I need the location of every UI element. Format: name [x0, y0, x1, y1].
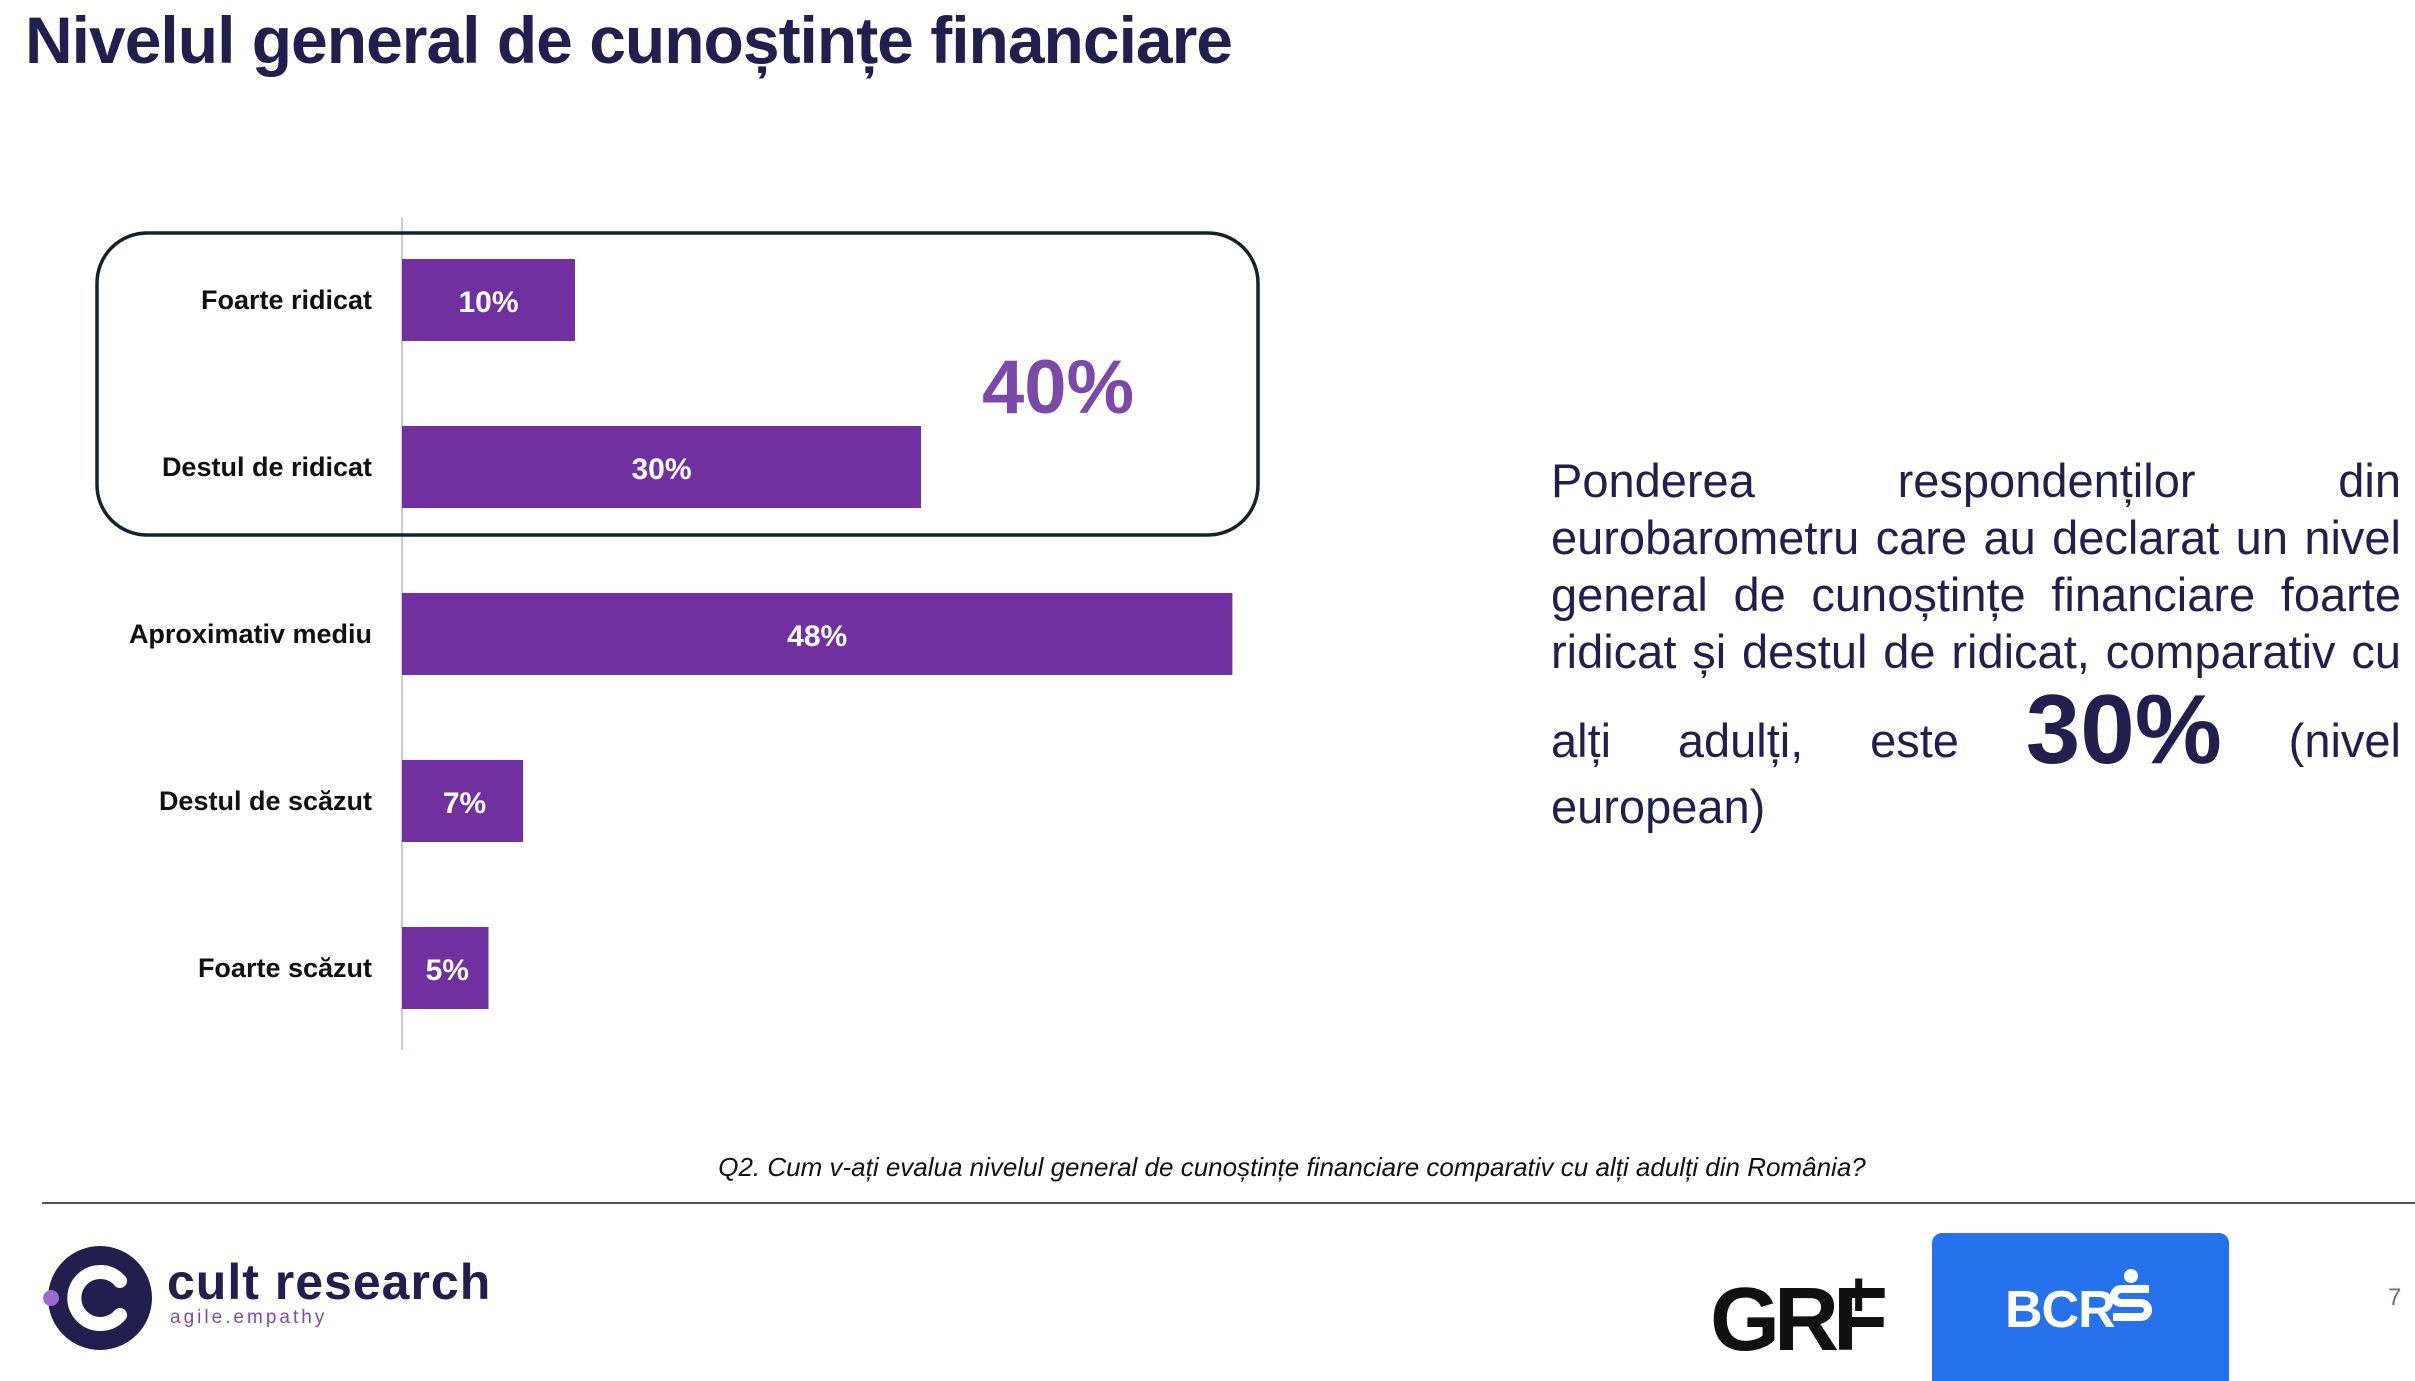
category-label: Aproximativ mediu — [129, 619, 372, 649]
category-label: Foarte ridicat — [201, 285, 372, 315]
cult-research-logo-icon — [43, 1246, 152, 1350]
category-label: Destul de ridicat — [162, 452, 372, 482]
category-label: Foarte scăzut — [198, 953, 372, 983]
data-label: 5% — [426, 954, 469, 987]
data-label: 7% — [443, 787, 486, 820]
bar — [402, 927, 489, 1009]
grf-plus-mark: + — [1840, 1258, 1878, 1330]
page-title: Nivelul general de cunoștințe financiare — [25, 3, 1233, 77]
side-statement: Ponderea respondenților din eurobarometr… — [1551, 452, 2401, 835]
brand-tagline: agile.empathy — [170, 1307, 328, 1328]
side-statement-text: Ponderea respondenților din eurobarometr… — [1551, 454, 2401, 767]
bcr-logo-text: BCR — [2005, 1281, 2116, 1339]
bar — [402, 259, 575, 341]
bcr-logo: BCR — [1932, 1233, 2229, 1381]
footer-divider — [42, 1202, 2415, 1204]
bar — [402, 760, 524, 842]
grf-logo: GRF — [1710, 1270, 1888, 1370]
side-statement-suffix: (nivel european) — [1551, 714, 2401, 833]
question-footnote: Q2. Cum v-ați evalua nivelul general de … — [718, 1152, 1866, 1182]
bar — [402, 426, 921, 508]
side-statement-highlight: 30% — [2025, 674, 2222, 784]
data-label: 48% — [787, 620, 847, 653]
data-label: 30% — [631, 453, 691, 486]
bar — [402, 593, 1233, 675]
highlight-group-label: 40% — [982, 345, 1134, 430]
category-label: Destul de scăzut — [159, 786, 372, 816]
bar-chart: Foarte ridicat 10% Destul de ridicat 30% Apr… — [95, 217, 1260, 1050]
page-number: 7 — [2388, 1284, 2402, 1311]
bcr-s-icon — [2110, 1269, 2152, 1321]
brand-name: cult research — [167, 1254, 492, 1310]
highlight-group-box — [95, 231, 1260, 537]
data-label: 10% — [458, 286, 518, 319]
